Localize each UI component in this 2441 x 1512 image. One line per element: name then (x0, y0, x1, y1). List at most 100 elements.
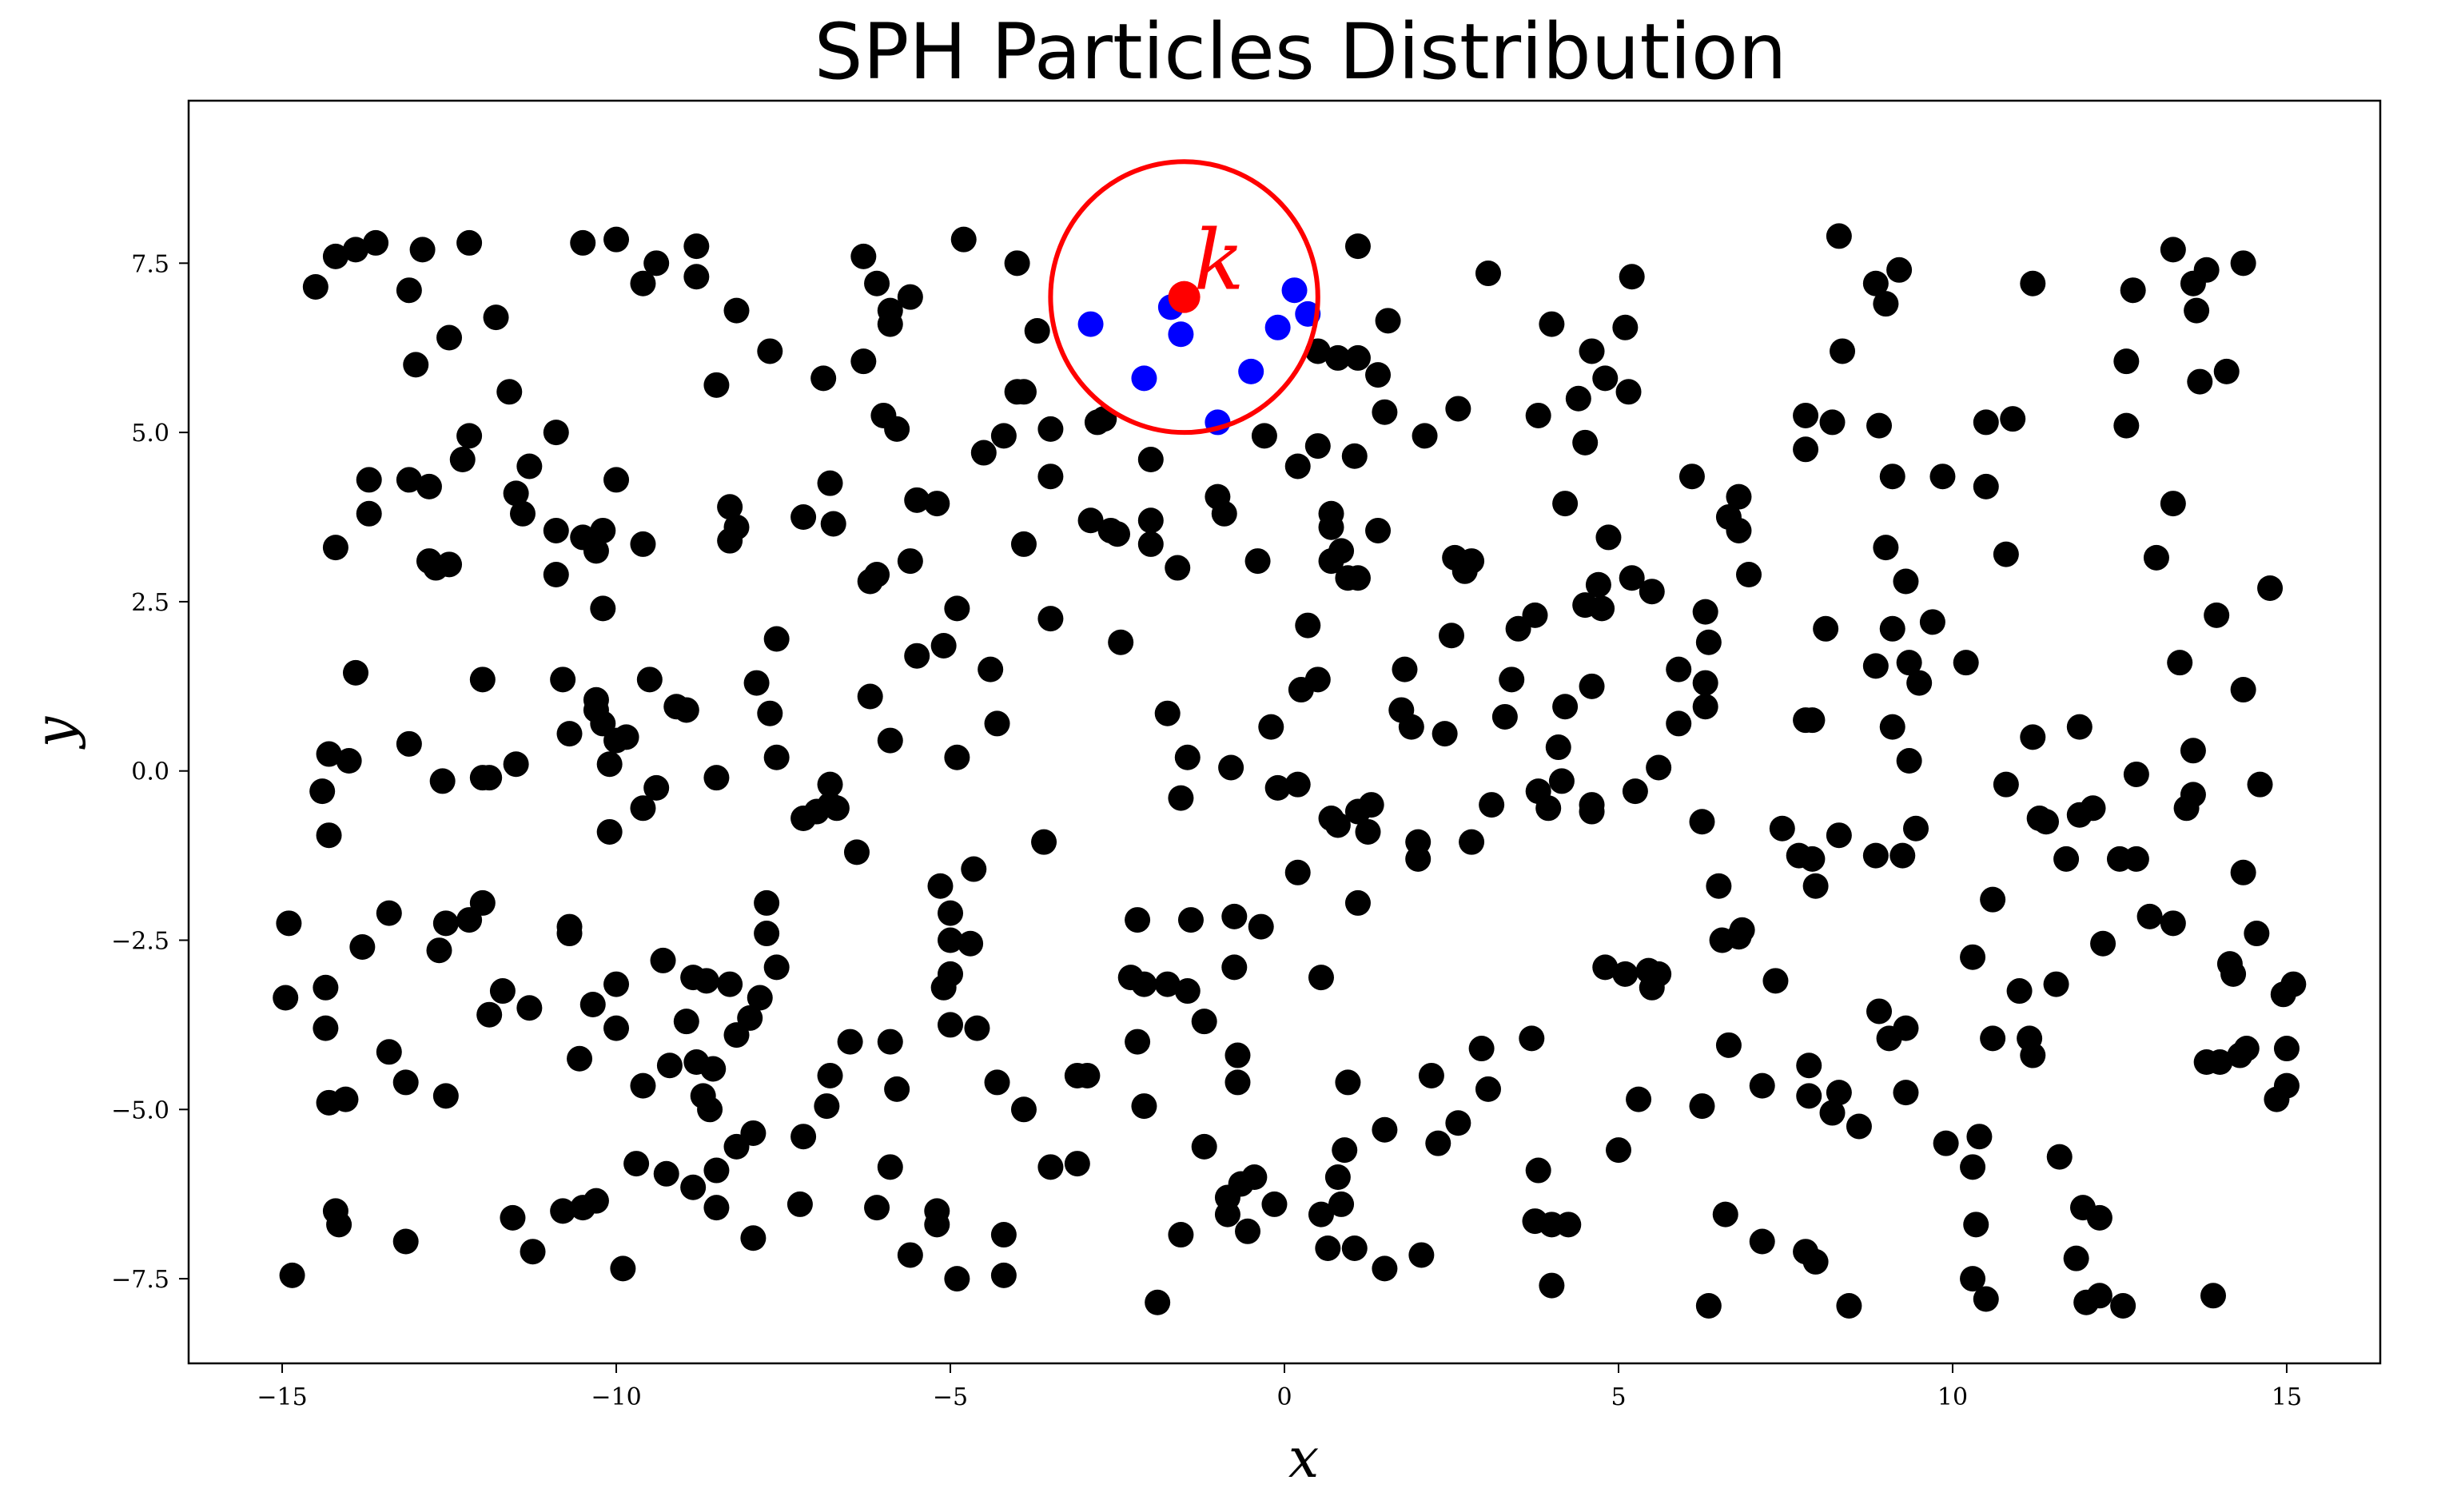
particle-point (1251, 423, 1277, 449)
particle-point (2230, 677, 2256, 703)
particle-point (1137, 447, 1164, 473)
particle-point (1258, 714, 1284, 740)
particle-point (416, 473, 442, 499)
particle-point (1619, 264, 1645, 290)
particle-point (1375, 308, 1401, 334)
particle-point (1241, 1164, 1268, 1191)
particle-point (1712, 1201, 1738, 1228)
particle-point (516, 995, 543, 1021)
y-axis-label: y (24, 715, 87, 750)
particle-point (927, 873, 954, 899)
particle-point (754, 921, 780, 947)
particle-point (1692, 599, 1718, 625)
particle-point (1980, 1025, 2006, 1052)
particle-point (1324, 812, 1351, 838)
particle-point (1412, 423, 1438, 449)
particle-point (376, 1039, 402, 1065)
particle-point (603, 467, 630, 493)
particle-point (897, 1242, 923, 1268)
particle-point (790, 1124, 817, 1150)
particle-point (432, 910, 459, 937)
particle-point (703, 372, 730, 398)
particle-point (1304, 666, 1331, 693)
particle-point (429, 768, 456, 794)
particle-point (1077, 507, 1104, 534)
particle-point (1004, 250, 1030, 277)
particle-point (1552, 694, 1579, 720)
particle-point (630, 531, 656, 557)
particle-point (1769, 815, 1795, 842)
particle-point (2204, 602, 2230, 628)
particle-point (978, 656, 1004, 682)
particle-point (1619, 565, 1645, 591)
particle-point (1328, 538, 1355, 564)
smoothing-radius-circle (1048, 159, 1320, 436)
particle-point (316, 741, 342, 767)
particle-point (1886, 257, 1913, 283)
particle-point (2247, 771, 2273, 798)
particle-point (817, 771, 843, 798)
particle-point (1284, 453, 1311, 479)
particle-point (436, 324, 463, 351)
neighbor-point (1131, 365, 1157, 392)
particle-point (483, 304, 509, 331)
particle-point (680, 965, 707, 991)
particle-point (449, 447, 476, 473)
particle-point (333, 1086, 359, 1112)
particle-point (1125, 1029, 1151, 1055)
particle-point (1191, 1009, 1217, 1035)
particle-point (2167, 650, 2193, 676)
particle-point (1154, 700, 1181, 726)
particle-point (1519, 1025, 1545, 1052)
particle-point (436, 551, 463, 578)
particle-point (820, 511, 846, 537)
particle-point (1960, 1266, 1986, 1292)
particle-point (2160, 491, 2186, 517)
particle-point (1579, 338, 1605, 364)
particle-point (2173, 795, 2200, 822)
particle-point (1646, 961, 1672, 987)
particle-point (1105, 521, 1131, 547)
particle-point (1341, 1235, 1368, 1261)
particle-point (786, 1191, 813, 1217)
particle-point (503, 751, 529, 778)
particle-point (603, 226, 630, 253)
particle-point (1328, 1191, 1355, 1217)
particle-point (1749, 1072, 1775, 1099)
particle-point (743, 670, 770, 696)
neighbor-point (1077, 311, 1104, 337)
particle-point (596, 751, 623, 778)
x-tick-label: 10 (1937, 1383, 1968, 1411)
particle-point (763, 626, 790, 652)
particle-point (403, 352, 429, 378)
particle-point (543, 517, 569, 543)
particle-point (2113, 348, 2140, 375)
particle-point (717, 494, 743, 520)
particle-point (810, 365, 837, 392)
particle-point (814, 1093, 840, 1120)
particle-point (396, 277, 422, 304)
particle-point (1565, 385, 1591, 412)
particle-point (2120, 277, 2146, 304)
particle-point (1889, 842, 1916, 869)
particle-point (1836, 1292, 1862, 1319)
particle-point (1953, 650, 1979, 676)
x-tick-label: −15 (257, 1383, 307, 1411)
particle-point (476, 1001, 503, 1028)
particle-point (1295, 612, 1321, 639)
x-tick-label: 15 (2272, 1383, 2302, 1411)
particle-point (432, 1083, 459, 1109)
particle-point (823, 795, 850, 822)
particle-point (850, 348, 877, 375)
particle-point (1689, 809, 1715, 835)
particle-point (313, 974, 339, 1001)
y-tick-label: 2.5 (131, 589, 169, 617)
particle-point (1459, 829, 1485, 855)
plot-frame (187, 99, 2382, 1365)
particle-point (1264, 774, 1291, 801)
particle-point (2123, 761, 2149, 787)
particle-point (757, 338, 783, 364)
particle-point (683, 264, 710, 290)
particle-point (1438, 623, 1464, 649)
